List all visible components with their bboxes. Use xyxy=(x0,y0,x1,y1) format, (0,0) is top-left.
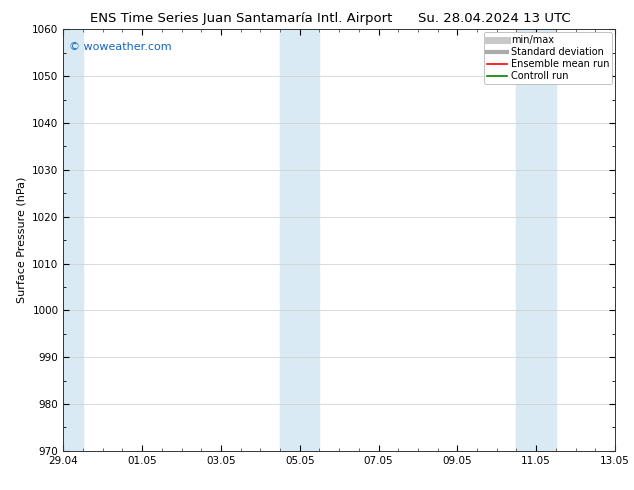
Bar xyxy=(280,29,300,451)
Legend: min/max, Standard deviation, Ensemble mean run, Controll run: min/max, Standard deviation, Ensemble me… xyxy=(484,32,612,84)
Text: ENS Time Series Juan Santamaría Intl. Airport: ENS Time Series Juan Santamaría Intl. Ai… xyxy=(90,12,392,25)
Text: Su. 28.04.2024 13 UTC: Su. 28.04.2024 13 UTC xyxy=(418,12,571,25)
Bar xyxy=(63,29,83,451)
Text: © woweather.com: © woweather.com xyxy=(69,42,172,52)
Bar xyxy=(517,29,536,451)
Bar xyxy=(536,29,556,451)
Bar xyxy=(300,29,320,451)
Y-axis label: Surface Pressure (hPa): Surface Pressure (hPa) xyxy=(16,177,27,303)
